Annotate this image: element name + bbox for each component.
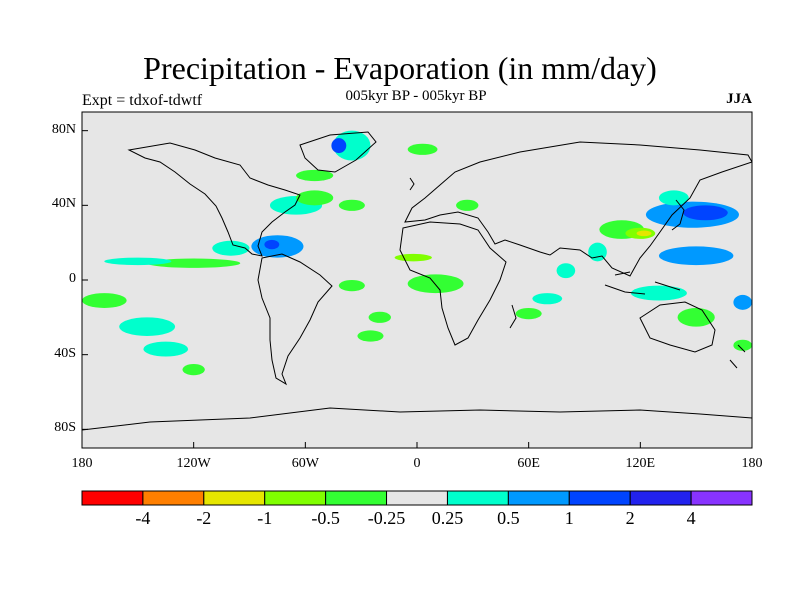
contour-region-5 xyxy=(296,190,334,206)
contour-region-35 xyxy=(733,294,752,310)
contour-region-14 xyxy=(182,364,205,376)
colorbar-box-0 xyxy=(81,490,144,506)
contour-region-27 xyxy=(636,230,652,237)
contour-region-2 xyxy=(407,143,438,155)
contour-region-0 xyxy=(333,130,371,161)
map-subtitle: 005kyr BP - 005kyr BP xyxy=(345,88,487,104)
axis-ticks xyxy=(81,130,753,448)
colorbar-label: -1 xyxy=(257,508,273,528)
colorbar-label: -4 xyxy=(135,508,151,528)
lon-tick-label: 120E xyxy=(625,456,656,471)
coastline-british-isles xyxy=(409,177,415,191)
contour-region-23 xyxy=(515,308,542,320)
map-title: Precipitation - Evaporation (in mm/day) xyxy=(143,50,657,86)
lon-tick-label: 120W xyxy=(176,456,211,471)
lat-tick-label: 80N xyxy=(51,121,76,137)
contour-region-34 xyxy=(677,308,715,327)
contour-region-8 xyxy=(212,240,250,256)
contour-region-24 xyxy=(556,263,576,279)
coastline-australia xyxy=(639,301,716,353)
experiment-label: Expt = tdxof-tdwtf xyxy=(82,92,203,109)
lon-tick-label: 60E xyxy=(517,456,540,471)
colorbar-label: -0.25 xyxy=(367,508,406,528)
lat-tick-label: 0 xyxy=(69,271,76,286)
colorbar-box-7 xyxy=(507,490,570,506)
contour-region-22 xyxy=(532,293,563,305)
contour-region-32 xyxy=(658,246,734,266)
contour-region-31 xyxy=(658,190,689,206)
colorbar-label: 0.5 xyxy=(497,508,520,528)
contour-region-10 xyxy=(104,257,172,266)
contour-region-21 xyxy=(456,199,479,211)
lat-tick-label: 40N xyxy=(51,196,76,212)
colorbar-label: -2 xyxy=(196,508,212,528)
coastline-indonesia xyxy=(604,271,681,295)
contour-region-3 xyxy=(296,169,334,182)
coastline-eurasia xyxy=(404,141,752,277)
coastline-new-zealand xyxy=(729,344,746,369)
coastline-south-america xyxy=(257,253,333,386)
contour-region-11 xyxy=(82,293,127,308)
contour-region-30 xyxy=(683,205,728,221)
colorbar-box-4 xyxy=(325,490,388,506)
contour-region-18 xyxy=(338,199,365,211)
contour-region-7 xyxy=(264,239,280,250)
colorbar-label: 2 xyxy=(625,508,635,528)
colorbar xyxy=(81,490,753,506)
colorbar-label: 0.25 xyxy=(431,508,464,528)
colorbar-box-8 xyxy=(568,490,631,506)
colorbar-box-3 xyxy=(264,490,327,506)
contour-region-19 xyxy=(407,274,464,294)
colorbar-box-9 xyxy=(629,490,692,506)
colorbar-box-10 xyxy=(690,490,753,506)
colorbar-box-1 xyxy=(142,490,205,506)
lon-tick-label: 180 xyxy=(741,456,763,471)
coastlines xyxy=(82,131,752,431)
season-label: JJA xyxy=(726,91,752,107)
coastline-north-america xyxy=(127,142,301,257)
lon-tick-label: 60W xyxy=(291,456,319,471)
coastline-madagascar xyxy=(509,304,517,329)
coastline-greenland xyxy=(299,131,377,173)
coastline-africa xyxy=(399,221,507,346)
colorbar-box-2 xyxy=(203,490,266,506)
lat-tick-label: 40S xyxy=(54,345,76,361)
colorbar-box-6 xyxy=(446,490,509,506)
contour-region-20 xyxy=(394,253,432,262)
contour-region-17 xyxy=(357,330,384,342)
contour-region-15 xyxy=(338,280,365,292)
coastline-japan xyxy=(671,199,685,231)
contour-region-16 xyxy=(368,311,391,323)
contour-region-12 xyxy=(119,317,176,336)
coastline-antarctica xyxy=(82,407,752,431)
contour-fills xyxy=(82,130,752,376)
lat-tick-label: 80S xyxy=(54,420,76,436)
contour-region-1 xyxy=(331,138,347,154)
lon-tick-label: 0 xyxy=(413,456,421,471)
colorbar-label: 1 xyxy=(564,508,574,528)
colorbar-label: 4 xyxy=(686,508,696,528)
contour-region-33 xyxy=(631,285,687,301)
contour-region-13 xyxy=(143,341,189,357)
colorbar-box-5 xyxy=(386,490,448,506)
contour-region-36 xyxy=(733,339,752,351)
colorbar-label: -0.5 xyxy=(311,508,340,528)
lon-tick-label: 180 xyxy=(71,456,93,471)
